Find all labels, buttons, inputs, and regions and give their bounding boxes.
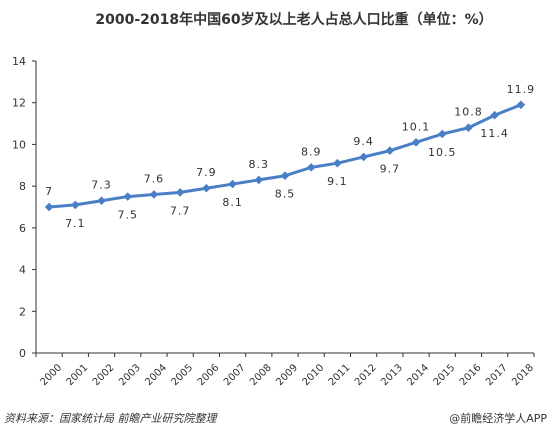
y-tick-label: 0 bbox=[19, 347, 26, 360]
data-labels: 7 7.1 7.3 7.5 7.6 7.7 7.9 8.1 8.3 8.5 8.9 9.1 9.4 9.7… bbox=[45, 83, 536, 230]
y-tick-label: 4 bbox=[19, 264, 26, 277]
axes bbox=[35, 61, 534, 354]
x-tick-label: 2011 bbox=[327, 362, 353, 388]
x-tick-label: 2000 bbox=[38, 362, 64, 388]
data-label: 9.4 bbox=[353, 135, 374, 148]
x-tick-label: 2016 bbox=[458, 362, 484, 388]
y-axis-ticks: 0 2 4 6 8 10 12 14 bbox=[12, 55, 36, 360]
x-tick-label: 2002 bbox=[91, 362, 117, 388]
data-label: 7.6 bbox=[144, 172, 165, 185]
data-point bbox=[71, 200, 80, 210]
data-point bbox=[359, 152, 368, 162]
x-tick-label: 2014 bbox=[405, 362, 431, 388]
x-tick-label: 2001 bbox=[65, 362, 91, 388]
data-label: 7.9 bbox=[196, 166, 217, 179]
x-axis-ticks: 2000 2001 2002 2003 2004 2005 2006 2007 2008 2009… bbox=[35, 353, 536, 388]
data-point bbox=[333, 158, 342, 168]
data-point bbox=[411, 138, 421, 147]
data-point bbox=[202, 183, 211, 193]
data-point bbox=[490, 110, 499, 120]
data-label: 10.8 bbox=[454, 106, 483, 119]
x-tick-label: 2005 bbox=[170, 362, 196, 388]
data-point bbox=[228, 179, 237, 189]
x-tick-label: 2018 bbox=[510, 362, 536, 388]
data-point bbox=[464, 123, 473, 133]
x-tick-label: 2004 bbox=[143, 362, 169, 388]
data-label: 8.9 bbox=[301, 145, 322, 158]
x-tick-label: 2015 bbox=[432, 362, 458, 388]
x-tick-label: 2010 bbox=[301, 362, 327, 388]
y-tick-label: 14 bbox=[12, 55, 26, 68]
chart-title: 2000-2018年中国60岁及以上老人占总人口比重（单位：%） bbox=[95, 11, 492, 28]
x-tick-label: 2006 bbox=[196, 362, 222, 388]
data-point bbox=[123, 192, 133, 201]
y-tick-label: 10 bbox=[12, 138, 26, 151]
data-point bbox=[254, 175, 264, 185]
data-point bbox=[385, 146, 395, 155]
data-label: 7.7 bbox=[170, 204, 191, 217]
data-label: 8.5 bbox=[275, 188, 296, 201]
data-point bbox=[44, 202, 54, 212]
y-tick-label: 6 bbox=[19, 222, 26, 235]
data-label: 7.1 bbox=[65, 217, 86, 230]
x-tick-label: 2003 bbox=[117, 362, 143, 388]
data-points bbox=[44, 100, 526, 212]
y-tick-label: 8 bbox=[19, 180, 26, 193]
data-point bbox=[97, 196, 106, 206]
x-tick-label: 2013 bbox=[379, 362, 405, 388]
source-note: 资料来源：国家统计局 前瞻产业研究院整理 bbox=[4, 412, 217, 425]
y-tick-label: 2 bbox=[19, 305, 26, 318]
data-point bbox=[175, 188, 185, 197]
data-label: 11.9 bbox=[507, 83, 536, 96]
data-point bbox=[306, 163, 316, 172]
data-point bbox=[149, 190, 159, 199]
data-label: 10.1 bbox=[402, 120, 431, 133]
data-point bbox=[280, 171, 290, 181]
data-point bbox=[516, 100, 526, 110]
data-label: 8.3 bbox=[249, 158, 270, 171]
credit-note: @前瞻经济学人APP bbox=[449, 412, 547, 425]
data-label: 9.1 bbox=[327, 175, 348, 188]
data-label: 9.7 bbox=[380, 163, 401, 176]
x-tick-label: 2012 bbox=[353, 362, 379, 388]
data-label: 7.3 bbox=[91, 179, 112, 192]
data-point bbox=[437, 129, 447, 139]
data-label: 10.5 bbox=[428, 146, 457, 159]
y-tick-label: 12 bbox=[12, 97, 26, 110]
data-label: 7.5 bbox=[117, 209, 138, 222]
x-tick-label: 2017 bbox=[484, 362, 510, 388]
x-tick-label: 2008 bbox=[248, 362, 274, 388]
x-tick-label: 2009 bbox=[274, 362, 300, 388]
data-label: 7 bbox=[45, 185, 53, 198]
x-tick-label: 2007 bbox=[222, 362, 248, 388]
data-label: 11.4 bbox=[480, 127, 509, 140]
data-label: 8.1 bbox=[222, 196, 243, 209]
